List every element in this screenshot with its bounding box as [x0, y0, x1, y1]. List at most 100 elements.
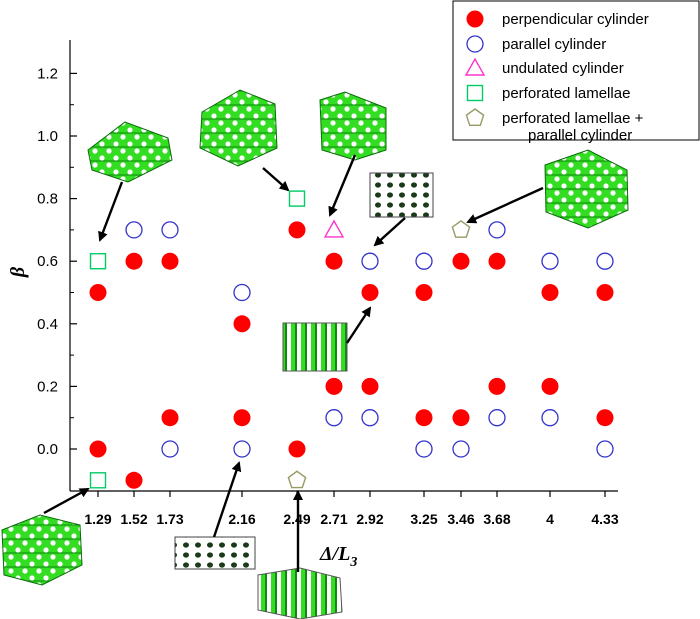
x-tick-label: 3.68 [483, 511, 510, 527]
legend-label-line: perforated lamellae [502, 85, 630, 102]
y-tick-label: 0.4 [37, 316, 58, 333]
x-axis-title: Δ/L3 [319, 543, 357, 570]
x-tick-label: 1.29 [84, 511, 111, 527]
y-tick-label: 1.2 [37, 65, 58, 82]
arrow-7 [43, 487, 90, 515]
point-perforated-lamellae [288, 190, 306, 207]
point-parallel-cylinder [233, 283, 251, 302]
point-perpendicular-cylinder [288, 221, 306, 239]
inset-parallel-cylinders [282, 322, 348, 372]
y-tick-label: 0.2 [37, 378, 58, 395]
annotation-arrows [43, 154, 544, 572]
point-perpendicular-cylinder [233, 409, 251, 427]
point-parallel-cylinder [325, 409, 343, 427]
arrow-5 [466, 186, 544, 224]
legend-label-perforated-lamellae: perforated lamellae [502, 85, 630, 102]
point-perpendicular-cylinder [596, 284, 614, 301]
point-parallel-cylinder [415, 440, 433, 458]
point-parallel-cylinder [361, 409, 379, 427]
y-ticks: 0.0 0.2 0.4 0.6 0.8 1.0 1.2 [37, 65, 77, 458]
point-parallel-cylinder [125, 221, 143, 239]
point-perforated-lamellae-parallel-cylinder [451, 220, 471, 238]
point-perpendicular-cylinder [161, 409, 179, 427]
point-perforated-lamellae [89, 252, 107, 270]
legend: perpendicular cylinder parallel cylinder u… [452, 0, 700, 144]
legend-label-line: parallel cylinder [502, 36, 606, 53]
legend-marker-perforated-lamellae-parallel-cylinder [465, 108, 485, 127]
arrow-3 [328, 154, 357, 217]
x-tick-label: 4 [546, 511, 554, 527]
point-parallel-cylinder [541, 409, 559, 427]
point-perpendicular-cylinder [161, 252, 179, 270]
point-perforated-lamellae [89, 472, 107, 489]
point-perpendicular-cylinder [488, 377, 506, 395]
x-axis-title-main: Δ/L [319, 543, 350, 565]
legend-label-line: perpendicular cylinder [502, 11, 649, 28]
point-perpendicular-cylinder [596, 409, 614, 427]
x-ticks: 1.291.521.732.162.492.712.923.253.463.68… [84, 491, 619, 527]
point-perpendicular-cylinder [488, 252, 506, 270]
inset-perpendicular-dots-top [369, 172, 434, 218]
x-tick-label: 1.52 [120, 511, 147, 527]
point-perpendicular-cylinder [452, 252, 470, 270]
legend-label-undulated-cylinder: undulated cylinder [502, 60, 624, 77]
legend-label-perpendicular-cylinder: perpendicular cylinder [502, 11, 649, 28]
point-parallel-cylinder [596, 252, 614, 270]
legend-marker-perforated-lamellae [466, 84, 484, 102]
legend-box [452, 0, 700, 141]
arrow-2 [262, 167, 290, 192]
point-perpendicular-cylinder [452, 409, 470, 427]
point-undulated-cylinder [323, 219, 345, 238]
point-perpendicular-cylinder [541, 284, 559, 301]
y-tick-label: 1.0 [37, 128, 58, 145]
inset-perpendicular-dots-bottom [174, 536, 256, 570]
inset-perforated-lamellae-grid [199, 89, 278, 167]
point-perpendicular-cylinder [415, 284, 433, 301]
point-parallel-cylinder [361, 252, 379, 270]
point-perpendicular-cylinder [541, 377, 559, 395]
point-parallel-cylinder [541, 252, 559, 270]
inset-perforated-lamellae-bottom-left [1, 514, 83, 586]
y-tick-label: 0.0 [37, 441, 58, 458]
legend-marker-undulated-cylinder [464, 57, 486, 76]
axes [69, 40, 618, 492]
point-perpendicular-cylinder [89, 440, 107, 458]
x-tick-label: 1.73 [156, 511, 183, 527]
point-perpendicular-cylinder [361, 377, 379, 395]
point-perpendicular-cylinder [89, 284, 107, 301]
y-tick-label: 0.6 [37, 253, 58, 270]
point-parallel-cylinder [452, 440, 470, 458]
point-parallel-cylinder [415, 252, 433, 270]
x-tick-label: 2.92 [356, 511, 383, 527]
x-tick-label: 2.71 [320, 511, 347, 527]
y-axis-title: β [7, 266, 29, 278]
data-points [89, 190, 614, 489]
arrow-6 [345, 306, 372, 344]
point-perpendicular-cylinder [125, 471, 143, 489]
arrow-4 [373, 217, 406, 247]
point-perpendicular-cylinder [361, 284, 379, 301]
inset-mixed-bottom [257, 567, 343, 619]
point-perforated-lamellae-parallel-cylinder [287, 470, 307, 489]
legend-marker-perpendicular-cylinder [466, 10, 484, 28]
y-tick-label: 0.8 [37, 191, 58, 208]
legend-label-line: undulated cylinder [502, 60, 624, 77]
x-tick-label: 4.33 [591, 511, 618, 527]
point-parallel-cylinder [596, 440, 614, 458]
arrow-8 [212, 461, 242, 538]
point-parallel-cylinder [488, 409, 506, 427]
point-perpendicular-cylinder [415, 409, 433, 427]
inset-undulated-cylinder [319, 91, 387, 161]
point-parallel-cylinder [161, 221, 179, 239]
x-tick-label: 3.46 [447, 511, 474, 527]
point-parallel-cylinder [161, 440, 179, 458]
point-perpendicular-cylinder [325, 252, 343, 270]
point-perpendicular-cylinder [325, 377, 343, 395]
point-parallel-cylinder [488, 221, 506, 239]
x-axis-title-subscript: 3 [349, 555, 357, 570]
legend-label-parallel-cylinder: parallel cylinder [502, 36, 606, 53]
point-perpendicular-cylinder [288, 440, 306, 458]
x-tick-label: 2.16 [228, 511, 255, 527]
point-perpendicular-cylinder [125, 252, 143, 270]
